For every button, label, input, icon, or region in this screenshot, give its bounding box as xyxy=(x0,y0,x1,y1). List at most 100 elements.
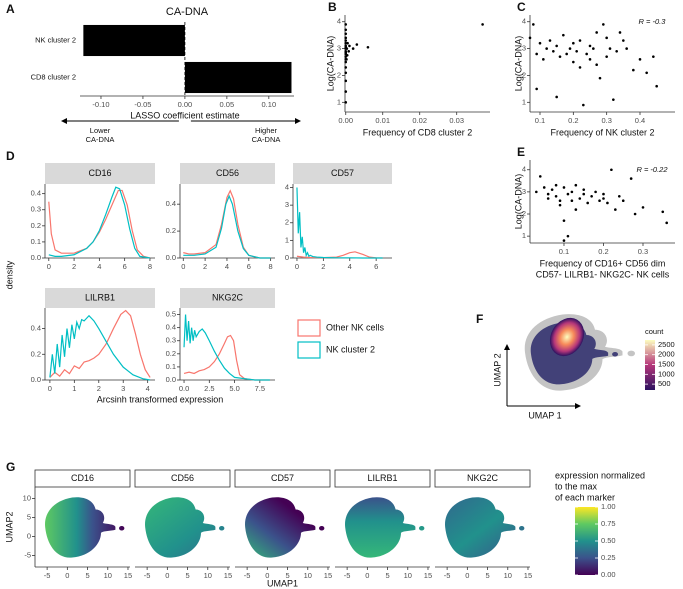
point xyxy=(588,44,592,48)
x-tick-label: 0.00 xyxy=(178,100,193,109)
x-tick-label: 2 xyxy=(321,262,325,271)
point xyxy=(344,32,348,36)
point xyxy=(558,199,562,203)
point xyxy=(592,47,595,50)
panel-letter: F xyxy=(476,312,483,326)
x-tick-label: 0.1 xyxy=(559,247,569,256)
x-axis-label: CD57- LILRB1- NKG2C- NK cells xyxy=(536,269,670,279)
colorbar-tick-label: 1000 xyxy=(658,369,675,378)
umap-cells xyxy=(445,497,525,558)
x-tick-label: 1 xyxy=(72,384,76,393)
umap-cells xyxy=(145,497,225,558)
legend-label: NK cluster 2 xyxy=(326,344,375,354)
point xyxy=(552,49,555,53)
colorbar-tick-label: 0.25 xyxy=(601,553,616,562)
point xyxy=(661,210,665,214)
point xyxy=(558,55,562,58)
point xyxy=(538,41,542,45)
bar xyxy=(83,24,185,57)
x-tick-label: -5 xyxy=(44,571,51,580)
y-tick-label: 0.1 xyxy=(31,237,41,246)
panel-letter: D xyxy=(6,149,15,163)
y-tick-label: 0.5 xyxy=(166,310,176,319)
x-tick-label: 15 xyxy=(524,571,532,580)
y-tick-label: 5 xyxy=(27,512,31,521)
y-tick-label: 0.2 xyxy=(166,349,176,358)
x-tick-label: 0 xyxy=(165,571,169,580)
point xyxy=(345,54,349,57)
point xyxy=(562,186,566,189)
colorbar-tick-label: 0.75 xyxy=(601,519,616,528)
point xyxy=(610,168,613,172)
point xyxy=(582,192,586,196)
x-tick-label: 15 xyxy=(224,571,232,580)
point xyxy=(344,28,348,32)
point xyxy=(344,44,348,48)
x-axis-label: Frequency of CD16+ CD56 dim xyxy=(540,258,666,268)
x-tick-label: 0 xyxy=(365,571,369,580)
strip-label: NKG2C xyxy=(212,292,244,302)
y-tick-label: 0.0 xyxy=(31,253,41,262)
umap-cells-group xyxy=(145,497,225,558)
x-tick-label: 4 xyxy=(348,262,352,271)
strip-label: CD56 xyxy=(171,473,194,483)
panel-letter: G xyxy=(6,460,15,474)
x-tick-label: 0.05 xyxy=(220,100,235,109)
point xyxy=(554,194,558,198)
y-tick-label: 1 xyxy=(285,235,289,244)
y-tick-label: -5 xyxy=(24,551,31,560)
colorbar xyxy=(645,340,655,390)
colorbar-title: count xyxy=(645,327,664,336)
point xyxy=(344,79,348,83)
point xyxy=(598,76,602,80)
y-tick-label: 10 xyxy=(23,493,31,502)
y-tick-label: 4 xyxy=(337,17,341,26)
strip xyxy=(334,469,431,488)
panel-letter: E xyxy=(517,145,525,159)
strip-label: LILRB1 xyxy=(85,292,115,302)
point xyxy=(602,23,605,26)
x-tick-label: 8 xyxy=(269,262,273,271)
x-tick-label: 2 xyxy=(72,262,76,271)
annotation: CA-DNA xyxy=(86,135,115,144)
strip-label: CD57 xyxy=(271,473,294,483)
annotation: R = -0.3 xyxy=(639,17,667,26)
point xyxy=(344,23,348,26)
x-tick-label: 0 xyxy=(48,384,52,393)
point xyxy=(582,188,586,191)
panel-letter: C xyxy=(517,0,526,14)
y-tick-label: 2 xyxy=(285,218,289,227)
point xyxy=(366,45,370,49)
x-tick-label: 0 xyxy=(295,262,299,271)
point xyxy=(546,197,550,200)
point xyxy=(570,199,574,203)
point xyxy=(595,63,598,67)
umap-cells-group xyxy=(45,497,125,558)
chart-title: CA-DNA xyxy=(166,6,209,18)
x-tick-label: 4 xyxy=(97,262,101,271)
annotation: CA-DNA xyxy=(252,135,281,144)
y-tick-label: 0.0 xyxy=(166,375,176,384)
point xyxy=(615,49,618,53)
y-tick-label: 1 xyxy=(337,97,341,106)
strip-label: CD56 xyxy=(216,168,239,178)
umap-cells xyxy=(45,497,125,558)
x-tick-label: 2.5 xyxy=(204,384,214,393)
point xyxy=(555,95,558,99)
panel-letter: A xyxy=(6,2,15,16)
point xyxy=(614,208,617,211)
umap-cells xyxy=(245,497,325,558)
x-tick-label: 5 xyxy=(485,571,489,580)
point xyxy=(351,47,355,50)
x-tick-label: 0.4 xyxy=(635,116,645,125)
y-tick-label: 0.1 xyxy=(166,362,176,371)
point xyxy=(574,208,578,211)
point xyxy=(572,41,575,45)
x-tick-label: 0.03 xyxy=(449,116,464,125)
x-tick-label: 10 xyxy=(504,571,512,580)
point xyxy=(554,183,558,187)
x-tick-label: 10 xyxy=(404,571,412,580)
strip-label: LILRB1 xyxy=(367,473,397,483)
